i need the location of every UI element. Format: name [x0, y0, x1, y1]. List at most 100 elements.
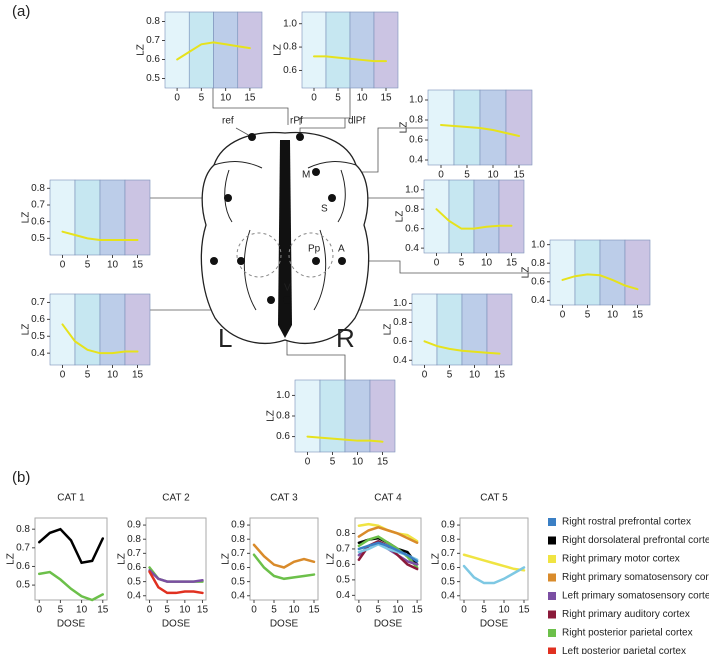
y-axis-label: LZ	[383, 324, 394, 336]
dose-band	[319, 379, 346, 453]
dose-band	[427, 89, 455, 166]
y-axis-label: LZ	[136, 44, 147, 56]
dose-band	[74, 293, 101, 366]
dose-band	[599, 239, 626, 306]
y-tick-label: 0.7	[441, 548, 455, 559]
curve	[61, 323, 139, 355]
x-tick-label: 5	[585, 310, 591, 321]
y-tick-label: 0.6	[283, 65, 297, 76]
x-tick-label: 10	[607, 310, 619, 321]
y-tick-label: 0.9	[441, 520, 455, 531]
y-axis-label: LZ	[431, 553, 442, 565]
dose-band	[479, 89, 507, 166]
x-tick-label: 5	[376, 605, 382, 616]
y-tick-label: 0.7	[16, 542, 30, 553]
x-tick-label: 5	[85, 370, 91, 381]
dose-band	[124, 179, 151, 256]
y-tick-label: 0.7	[336, 544, 350, 555]
y-tick-label: 0.5	[441, 576, 455, 587]
y-tick-label: 0.4	[231, 590, 245, 601]
y-tick-label: 0.8	[531, 258, 545, 269]
y-tick-label: 0.7	[31, 297, 45, 308]
curve	[306, 435, 384, 443]
y-axis-label: LZ	[6, 553, 17, 565]
y-tick-label: 0.8	[405, 204, 419, 215]
dose-band	[99, 179, 126, 256]
x-tick-label: 5	[464, 170, 470, 181]
x-tick-label: 5	[199, 93, 205, 104]
y-tick-label: 0.8	[127, 534, 141, 545]
dose-band	[99, 293, 126, 366]
y-tick-label: 0.8	[31, 183, 45, 194]
dose-band	[325, 11, 351, 89]
x-tick-label: 5	[447, 370, 453, 381]
dose-band	[301, 11, 327, 89]
x-tick-label: 5	[459, 258, 465, 269]
x-tick-label: 0	[147, 605, 153, 616]
curve	[435, 208, 513, 230]
y-axis-label: LZ	[399, 122, 410, 134]
x-tick-label: 5	[271, 605, 277, 616]
chart-title: CAT 2	[162, 493, 190, 504]
x-tick-label: 10	[107, 370, 119, 381]
x-tick-label: 0	[174, 93, 180, 104]
y-tick-label: 0.4	[441, 590, 455, 601]
brain-label: dlPf	[348, 116, 365, 127]
y-tick-label: 0.5	[146, 73, 160, 84]
legend-label: Right primary motor cortex	[562, 554, 680, 565]
x-tick-label: 10	[469, 370, 481, 381]
x-tick-label: 15	[132, 260, 144, 271]
x-tick-label: 5	[164, 605, 170, 616]
x-tick-label: 10	[498, 605, 510, 616]
curve	[148, 570, 204, 595]
legend-label: Right primary somatosensory cortex	[562, 572, 709, 583]
y-tick-label: 0.9	[127, 520, 141, 531]
curve	[37, 570, 105, 602]
x-tick-label: 0	[251, 605, 257, 616]
curve	[561, 273, 639, 291]
x-tick-label: 15	[494, 370, 506, 381]
x-tick-label: 10	[288, 605, 300, 616]
x-tick-label: 5	[85, 260, 91, 271]
y-axis-label: LZ	[395, 211, 406, 223]
curve	[148, 569, 204, 583]
x-tick-label: 15	[412, 605, 424, 616]
legend-label: Left primary somatosensory cortex	[562, 591, 709, 602]
x-tick-label: 0	[311, 93, 317, 104]
y-axis-label: LZ	[266, 410, 277, 422]
x-tick-label: 5	[330, 457, 336, 468]
x-tick-label: 0	[461, 605, 467, 616]
curve	[37, 527, 105, 565]
y-tick-label: 0.8	[16, 524, 30, 535]
y-tick-label: 0.5	[16, 580, 30, 591]
dose-band	[473, 179, 500, 254]
x-tick-label: 0	[434, 258, 440, 269]
x-tick-label: 0	[60, 260, 66, 271]
x-tick-label: 10	[107, 260, 119, 271]
y-axis-label: LZ	[521, 267, 532, 279]
y-tick-label: 0.4	[393, 355, 407, 366]
x-axis-label: DOSE	[374, 619, 403, 630]
x-tick-label: 0	[438, 170, 444, 181]
dose-band	[448, 179, 475, 254]
legend-swatch	[548, 536, 556, 545]
y-tick-label: 0.8	[231, 534, 245, 545]
y-tick-label: 0.8	[441, 534, 455, 545]
curve	[61, 230, 139, 241]
dose-band	[213, 11, 239, 89]
curve	[440, 124, 520, 137]
y-tick-label: 0.8	[409, 115, 423, 126]
x-tick-label: 10	[179, 605, 191, 616]
x-tick-label: 10	[352, 457, 364, 468]
curve	[462, 553, 526, 572]
chart-title: CAT 4	[374, 493, 402, 504]
plot-frame	[34, 517, 108, 601]
y-tick-label: 0.4	[409, 155, 423, 166]
curve	[252, 543, 316, 569]
dose-band	[369, 379, 396, 453]
panel-label: (a)	[12, 3, 30, 20]
y-tick-label: 0.7	[127, 548, 141, 559]
y-tick-label: 0.9	[231, 520, 245, 531]
legend-label: Left posterior parietal cortex	[562, 646, 686, 654]
